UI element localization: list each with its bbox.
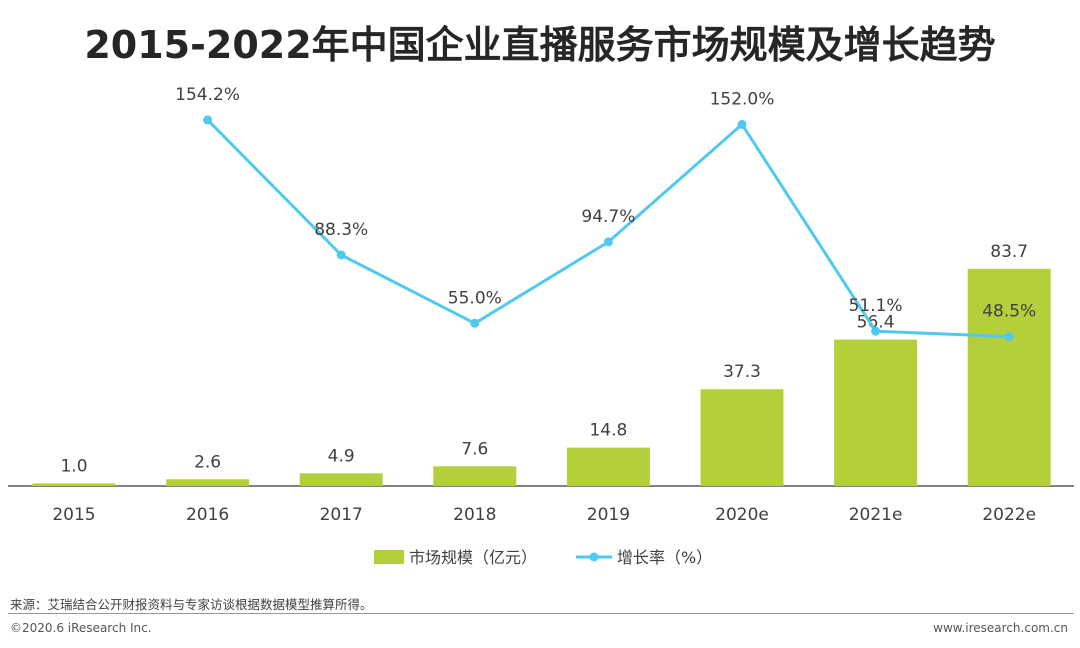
line-label-2022e: 48.5% <box>982 302 1036 322</box>
line-label-2017: 88.3% <box>314 220 368 240</box>
bar-2018 <box>433 466 517 486</box>
bar-2016 <box>166 479 250 486</box>
line-label-2018: 55.0% <box>448 288 502 308</box>
line-label-2016: 154.2% <box>175 85 240 105</box>
bar-2020e <box>700 389 784 486</box>
x-tick-2018: 2018 <box>453 505 496 525</box>
bar-label-2017: 4.9 <box>328 446 355 466</box>
x-tick-2022e: 2022e <box>982 505 1036 525</box>
line-series <box>203 115 1014 342</box>
line-label-2021e: 51.1% <box>849 296 903 316</box>
line-point-2016 <box>203 115 213 125</box>
legend-line-label: 增长率（%） <box>617 548 712 567</box>
bar-series <box>32 268 1051 486</box>
x-tick-2019: 2019 <box>587 505 630 525</box>
line-label-2019: 94.7% <box>581 207 635 227</box>
line-point-2018 <box>470 318 480 328</box>
line-point-2020e <box>737 119 747 129</box>
x-tick-2015: 2015 <box>52 505 95 525</box>
bar-label-2015: 1.0 <box>60 456 87 476</box>
bar-2015 <box>32 483 116 486</box>
legend-bar-label: 市场规模（亿元） <box>409 548 537 567</box>
bar-label-2016: 2.6 <box>194 452 221 472</box>
x-tick-labels: 2015 2016 2017 2018 2019 2020e 2021e 2022e <box>52 505 1036 525</box>
bar-label-2022e: 83.7 <box>990 242 1028 262</box>
legend-bar-swatch <box>374 550 404 564</box>
line-point-2017 <box>336 250 346 260</box>
legend: 市场规模（亿元） 增长率（%） <box>374 548 712 567</box>
x-tick-2017: 2017 <box>320 505 363 525</box>
chart-canvas: 1.0 2.6 4.9 7.614.837.356.483.7 154.2%88.3%… <box>8 85 1074 567</box>
chart-title: 2015-2022年中国企业直播服务市场规模及增长趋势 <box>84 23 996 67</box>
bar-label-2020e: 37.3 <box>723 362 761 382</box>
line-point-2022e <box>1004 332 1014 342</box>
line-data-labels: 154.2% 88.3% 55.0% 94.7% 152.0% 51.1% 48.5% <box>175 85 1036 322</box>
line-label-2020e: 152.0% <box>710 89 775 109</box>
line-point-2019 <box>603 237 613 247</box>
x-tick-2020e: 2020e <box>715 505 769 525</box>
line-point-2021e <box>871 326 881 336</box>
bar-2021e <box>834 339 918 486</box>
footer-divider <box>8 613 1074 614</box>
bar-2022e <box>967 268 1051 486</box>
bar-2019 <box>566 447 650 486</box>
bar-label-2018: 7.6 <box>461 439 488 459</box>
x-tick-2016: 2016 <box>186 505 229 525</box>
bar-label-2019: 14.8 <box>589 421 627 441</box>
legend-line-marker <box>589 552 599 562</box>
bar-2017 <box>299 473 383 486</box>
x-tick-2021e: 2021e <box>849 505 903 525</box>
source-note: 来源：艾瑞结合公开财报资料与专家访谈根据数据模型推算所得。 <box>10 597 373 612</box>
copyright-text: ©2020.6 iResearch Inc. <box>10 621 152 635</box>
website-link[interactable]: www.iresearch.com.cn <box>933 621 1068 635</box>
